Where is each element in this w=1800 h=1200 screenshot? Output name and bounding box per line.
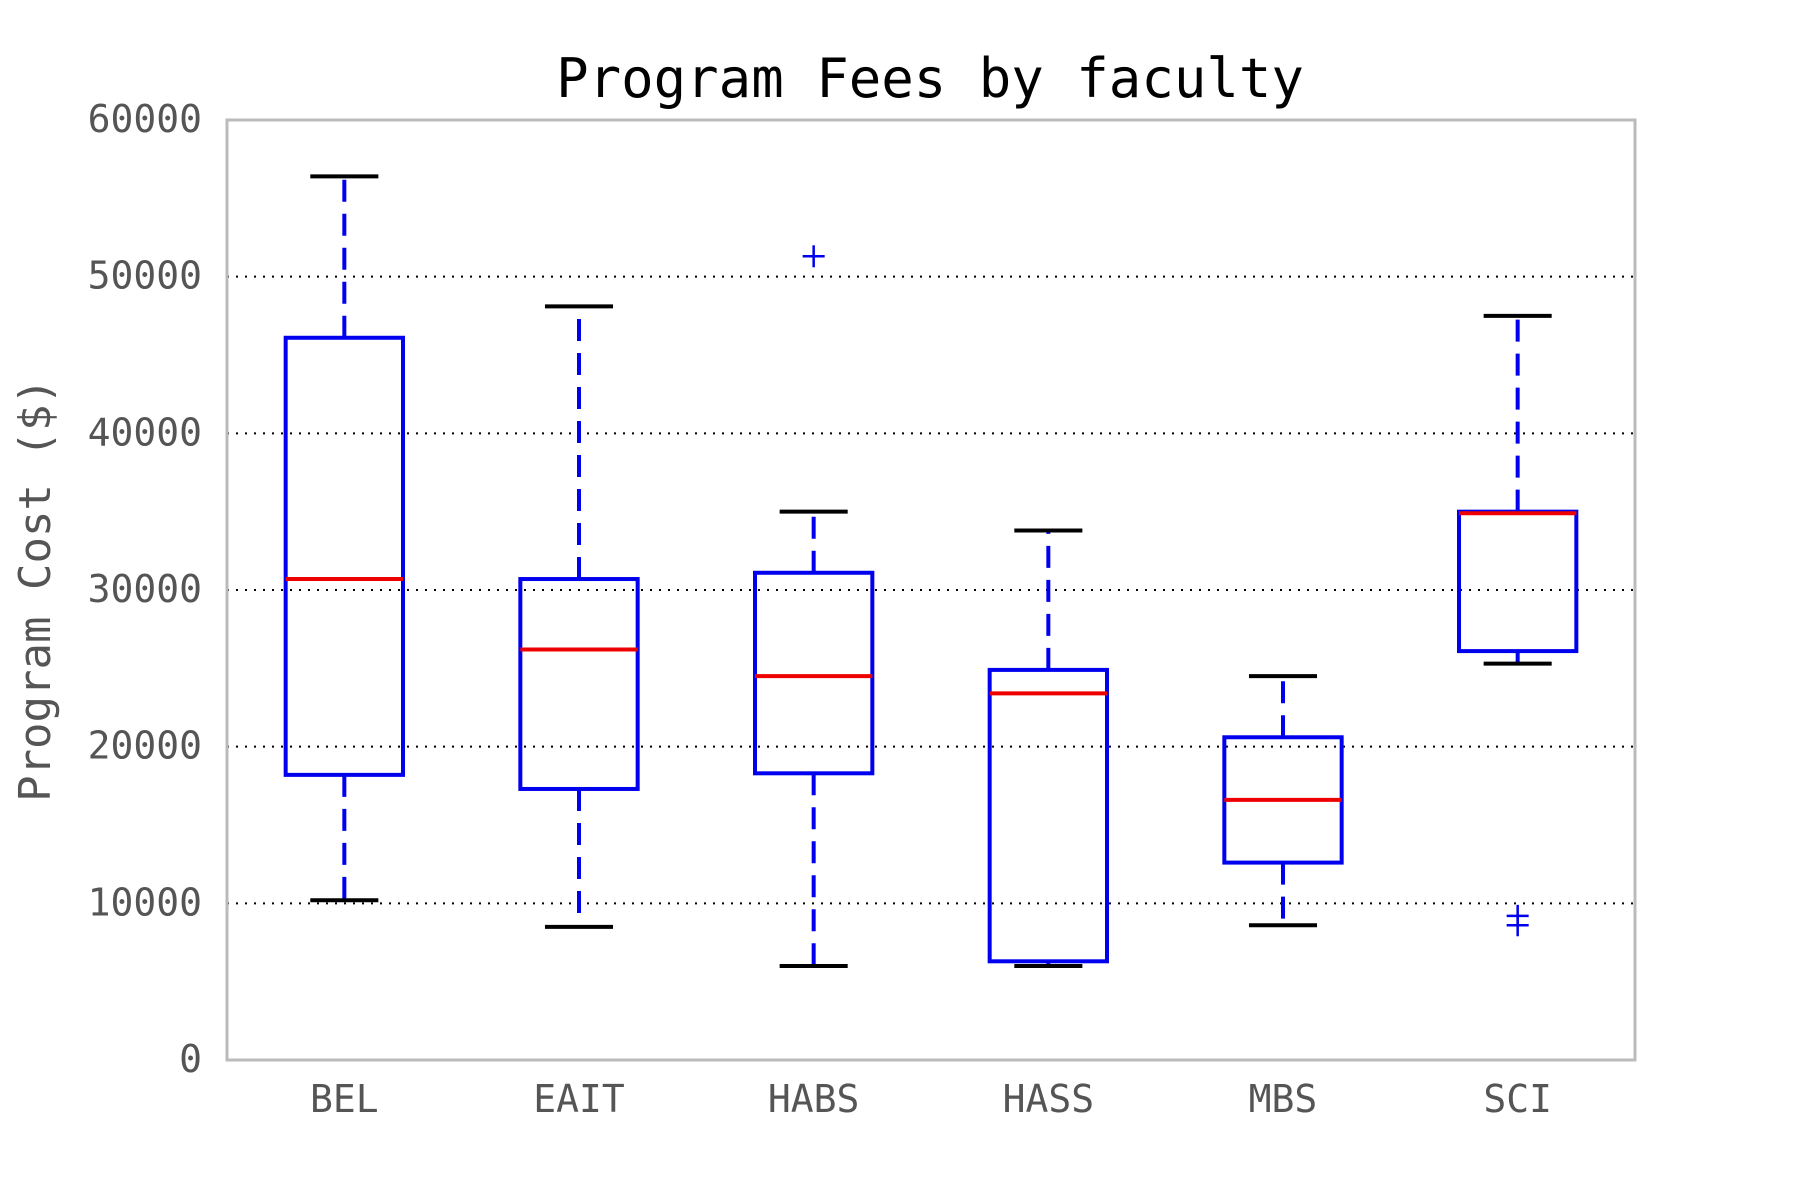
gridlines xyxy=(227,275,1635,905)
y-axis-ticks: 0 10000 20000 30000 40000 50000 60000 xyxy=(88,97,202,1081)
y-tick-label-40000: 40000 xyxy=(88,410,202,454)
y-tick-label-0: 0 xyxy=(179,1037,202,1081)
x-tick-label-eait: EAIT xyxy=(533,1077,625,1121)
y-tick-label-20000: 20000 xyxy=(88,724,202,768)
iqr-box xyxy=(283,335,405,777)
outlier-marker xyxy=(802,245,825,268)
box-bel xyxy=(283,174,405,903)
chart-title: Program Fees by faculty xyxy=(556,47,1304,110)
boxes xyxy=(283,174,1579,968)
x-axis-ticks: BEL EAIT HABS HASS MBS SCI xyxy=(310,1077,1552,1121)
x-tick-label-sci: SCI xyxy=(1483,1077,1552,1121)
y-tick-label-50000: 50000 xyxy=(88,254,202,298)
y-tick-label-30000: 30000 xyxy=(88,567,202,611)
y-tick-label-60000: 60000 xyxy=(88,97,202,141)
x-tick-label-bel: BEL xyxy=(310,1077,379,1121)
plot-frame xyxy=(225,118,1637,1062)
x-tick-label-habs: HABS xyxy=(768,1077,860,1121)
box-eait xyxy=(518,304,640,929)
outlier-marker xyxy=(1506,904,1529,927)
box-hass xyxy=(987,528,1110,968)
box-habs xyxy=(753,245,875,968)
iqr-box xyxy=(518,577,640,791)
x-tick-label-hass: HASS xyxy=(1003,1077,1095,1121)
x-tick-label-mbs: MBS xyxy=(1249,1077,1318,1121)
iqr-box xyxy=(987,667,1110,964)
iqr-box xyxy=(1457,509,1579,654)
y-axis-label: Program Cost ($) xyxy=(10,378,61,802)
y-tick-label-10000: 10000 xyxy=(88,880,202,924)
box-mbs xyxy=(1222,674,1344,928)
box-sci xyxy=(1457,313,1579,937)
iqr-box xyxy=(753,570,875,776)
